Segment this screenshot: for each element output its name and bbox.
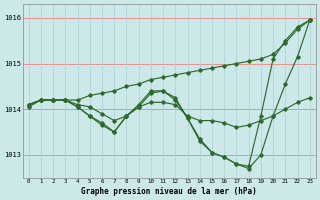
- X-axis label: Graphe pression niveau de la mer (hPa): Graphe pression niveau de la mer (hPa): [81, 187, 257, 196]
